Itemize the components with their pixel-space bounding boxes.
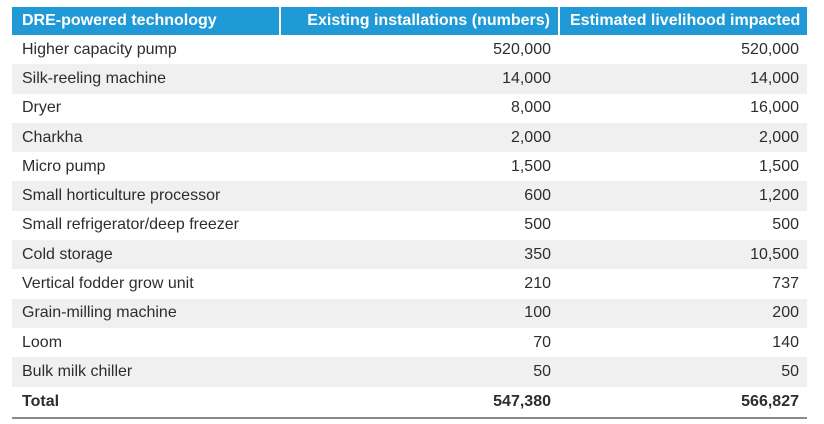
cell-livelihood-impacted: 14,000	[750, 69, 799, 87]
cell-existing-installations: 350	[524, 245, 551, 263]
cell-existing-installations: 2,000	[510, 128, 551, 146]
cell-existing-installations: 1,500	[510, 157, 551, 175]
header-existing-installations: Existing installations (numbers)	[279, 7, 559, 35]
cell-existing-installations: 14,000	[502, 69, 551, 87]
table-row: Cold storage 350 10,500	[12, 240, 807, 270]
table-row: Small horticulture processor 600 1,200	[12, 181, 807, 211]
cell-livelihood-impacted: 500	[772, 216, 799, 234]
cell-livelihood-impacted: 140	[772, 333, 799, 351]
cell-livelihood-impacted: 200	[772, 304, 799, 322]
cell-technology: Bulk milk chiller	[22, 362, 133, 380]
table-row: Bulk milk chiller 50 50	[12, 357, 807, 387]
cell-technology: Micro pump	[22, 157, 106, 175]
cell-technology: Higher capacity pump	[22, 40, 177, 58]
cell-technology: Small horticulture processor	[22, 187, 221, 205]
table-row: Micro pump 1,500 1,500	[12, 152, 807, 182]
cell-livelihood-impacted: 50	[781, 362, 799, 380]
cell-technology: Cold storage	[22, 245, 113, 263]
cell-livelihood-impacted: 737	[772, 275, 799, 293]
cell-livelihood-impacted: 16,000	[750, 99, 799, 117]
total-livelihood-impacted: 566,827	[559, 386, 807, 419]
cell-livelihood-impacted: 1,200	[758, 187, 799, 205]
cell-existing-installations: 50	[533, 362, 551, 380]
table-row: Grain-milling machine 100 200	[12, 298, 807, 328]
dre-technology-table: DRE-powered technology Existing installa…	[12, 7, 807, 419]
cell-technology: Silk-reeling machine	[22, 69, 167, 87]
cell-livelihood-impacted: 1,500	[758, 157, 799, 175]
table-row: Higher capacity pump 520,000 520,000	[12, 35, 807, 65]
cell-existing-installations: 210	[524, 275, 551, 293]
cell-technology: Dryer	[22, 99, 62, 117]
header-technology: DRE-powered technology	[22, 12, 217, 29]
table-row: Vertical fodder grow unit 210 737	[12, 269, 807, 299]
cell-existing-installations: 100	[524, 304, 551, 322]
table-row: Charkha 2,000 2,000	[12, 122, 807, 153]
cell-existing-installations: 8,000	[510, 99, 551, 117]
cell-technology: Loom	[22, 333, 63, 351]
cell-technology: Vertical fodder grow unit	[22, 275, 194, 293]
cell-livelihood-impacted: 520,000	[741, 40, 799, 58]
cell-existing-installations: 70	[533, 333, 551, 351]
table-row: Small refrigerator/deep freezer 500 500	[12, 210, 807, 241]
cell-existing-installations: 500	[524, 216, 551, 234]
table-row: Silk-reeling machine 14,000 14,000	[12, 64, 807, 94]
table-total-row: Total 547,380 566,827	[12, 386, 807, 419]
total-existing-installations: 547,380	[280, 386, 559, 419]
cell-technology: Charkha	[22, 128, 83, 146]
cell-existing-installations: 520,000	[493, 40, 551, 58]
data-table-container: DRE-powered technology Existing installa…	[12, 7, 807, 419]
cell-livelihood-impacted: 10,500	[750, 245, 799, 263]
total-label: Total	[12, 386, 280, 419]
cell-technology: Small refrigerator/deep freezer	[22, 216, 239, 234]
cell-livelihood-impacted: 2,000	[758, 128, 799, 146]
cell-existing-installations: 600	[524, 187, 551, 205]
table-row: Dryer 8,000 16,000	[12, 93, 807, 123]
header-livelihood-impacted: Estimated livelihood impacted	[558, 7, 807, 35]
table-header-row: DRE-powered technology Existing installa…	[12, 7, 807, 35]
cell-technology: Grain-milling machine	[22, 304, 177, 322]
table-row: Loom 70 140	[12, 327, 807, 358]
